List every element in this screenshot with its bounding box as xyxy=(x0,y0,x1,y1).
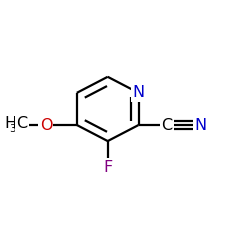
Text: 3: 3 xyxy=(10,124,16,134)
Text: N: N xyxy=(132,85,145,100)
Text: O: O xyxy=(40,118,52,132)
Text: H: H xyxy=(4,116,16,131)
Text: F: F xyxy=(103,160,112,174)
Text: C: C xyxy=(162,118,172,132)
Text: N: N xyxy=(194,118,206,132)
Text: C: C xyxy=(16,116,27,131)
